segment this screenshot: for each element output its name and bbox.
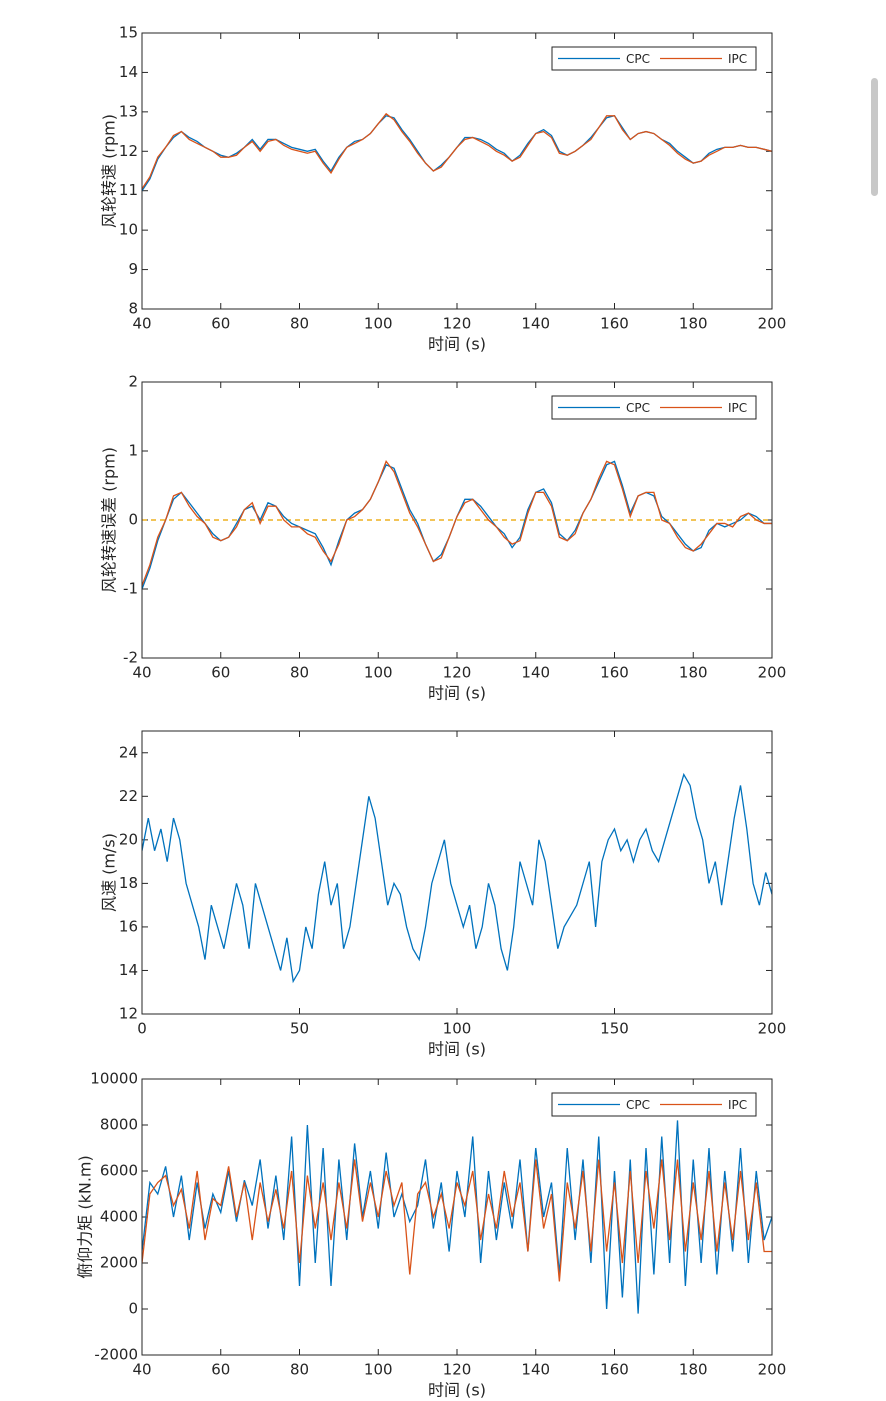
legend-label: CPC <box>626 401 650 415</box>
x-tick-label: 60 <box>211 315 230 333</box>
x-tick-label: 200 <box>758 315 787 333</box>
axes-box <box>141 32 773 310</box>
x-tick-label: 120 <box>443 315 472 333</box>
legend-box <box>551 395 757 420</box>
x-axis-label: 时间 (s) <box>428 1381 486 1400</box>
scrollbar[interactable] <box>871 78 878 196</box>
y-tick-label: 20 <box>119 830 138 848</box>
y-axis-label: 风轮转速误差 (rpm) <box>100 447 119 593</box>
y-tick-label: 8000 <box>100 1116 138 1134</box>
x-tick-label: 160 <box>600 664 629 682</box>
y-tick-label: 4000 <box>100 1208 138 1226</box>
x-tick-label: 60 <box>211 1361 230 1379</box>
x-tick-label: 0 <box>137 1020 147 1038</box>
series-line <box>142 1120 772 1314</box>
legend-label: IPC <box>728 401 747 415</box>
x-tick-label: 80 <box>290 664 309 682</box>
x-tick-label: 160 <box>600 1361 629 1379</box>
y-tick-label: 12 <box>119 1005 138 1023</box>
series-line <box>142 1159 772 1282</box>
x-tick-label: 140 <box>521 664 550 682</box>
y-tick-label: 0 <box>128 511 138 529</box>
x-tick-label: 100 <box>364 315 393 333</box>
series-line <box>142 772 772 984</box>
y-tick-label: 8 <box>128 300 138 318</box>
y-tick-label: 15 <box>119 24 138 42</box>
x-axis-label: 时间 (s) <box>428 335 486 354</box>
y-tick-label: -1 <box>123 580 138 598</box>
x-tick-label: 120 <box>443 664 472 682</box>
x-tick-label: 180 <box>679 1361 708 1379</box>
y-tick-label: 11 <box>119 181 138 199</box>
y-tick-label: 2 <box>128 373 138 391</box>
chart: 12 14 16 18 20 22 24 0 50 100 150 200 时间 (s) 风速 (m/s) <box>100 730 787 1059</box>
y-tick-label: 16 <box>119 917 138 935</box>
y-tick-label: -2 <box>123 649 138 667</box>
chart: 8 9 10 11 12 13 14 15 40 60 80 100 120 140 160 180 200 时间… <box>100 24 787 354</box>
axes-box <box>141 1078 773 1356</box>
y-tick-label: 14 <box>119 63 138 81</box>
x-axis-label: 时间 (s) <box>428 684 486 703</box>
y-axis-label: 俯仰力矩 (kN.m) <box>76 1155 95 1278</box>
x-tick-label: 80 <box>290 1361 309 1379</box>
legend-label: CPC <box>626 52 650 66</box>
y-tick-label: 22 <box>119 787 138 805</box>
x-tick-label: 100 <box>364 664 393 682</box>
legend-label: IPC <box>728 1098 747 1112</box>
y-tick-label: 2000 <box>100 1254 138 1272</box>
x-tick-label: 120 <box>443 1361 472 1379</box>
y-tick-label: 9 <box>128 260 138 278</box>
y-tick-label: 14 <box>119 961 138 979</box>
legend-box <box>551 1092 757 1117</box>
legend-label: CPC <box>626 1098 650 1112</box>
y-tick-label: 24 <box>119 743 138 761</box>
y-tick-label: 12 <box>119 142 138 160</box>
y-axis-label: 风轮转速 (rpm) <box>100 114 119 228</box>
legend-box <box>551 46 757 71</box>
y-tick-label: 10 <box>119 221 138 239</box>
legend-label: IPC <box>728 52 747 66</box>
x-tick-label: 100 <box>364 1361 393 1379</box>
chart: -2000 0 2000 4000 6000 8000 10000 40 60 80 100 120 1… <box>76 1070 787 1400</box>
x-tick-label: 40 <box>132 1361 151 1379</box>
chart: -2 -1 0 1 2 40 60 80 100 120 140 160 180 200 时间 (s) 风轮转… <box>100 373 787 703</box>
x-tick-label: 40 <box>132 664 151 682</box>
y-tick-label: 6000 <box>100 1162 138 1180</box>
x-tick-label: 200 <box>758 1361 787 1379</box>
y-axis-label: 风速 (m/s) <box>100 833 119 912</box>
x-axis-label: 时间 (s) <box>428 1040 486 1059</box>
axes-box <box>141 381 773 659</box>
y-tick-label: 0 <box>128 1300 138 1318</box>
x-tick-label: 60 <box>211 664 230 682</box>
y-tick-label: 10000 <box>90 1070 138 1088</box>
series-line <box>142 460 772 586</box>
y-tick-label: -2000 <box>94 1346 138 1364</box>
series-line <box>142 112 772 190</box>
x-tick-label: 140 <box>521 315 550 333</box>
y-tick-label: 18 <box>119 874 138 892</box>
y-tick-label: 1 <box>128 442 138 460</box>
x-tick-label: 150 <box>600 1020 629 1038</box>
x-tick-label: 180 <box>679 315 708 333</box>
x-tick-label: 80 <box>290 315 309 333</box>
x-tick-label: 200 <box>758 1020 787 1038</box>
x-tick-label: 40 <box>132 315 151 333</box>
x-tick-label: 180 <box>679 664 708 682</box>
x-tick-label: 160 <box>600 315 629 333</box>
x-tick-label: 100 <box>443 1020 472 1038</box>
x-tick-label: 50 <box>290 1020 309 1038</box>
y-tick-label: 13 <box>119 102 138 120</box>
x-tick-label: 140 <box>521 1361 550 1379</box>
axes-box <box>141 730 773 1015</box>
x-tick-label: 200 <box>758 664 787 682</box>
